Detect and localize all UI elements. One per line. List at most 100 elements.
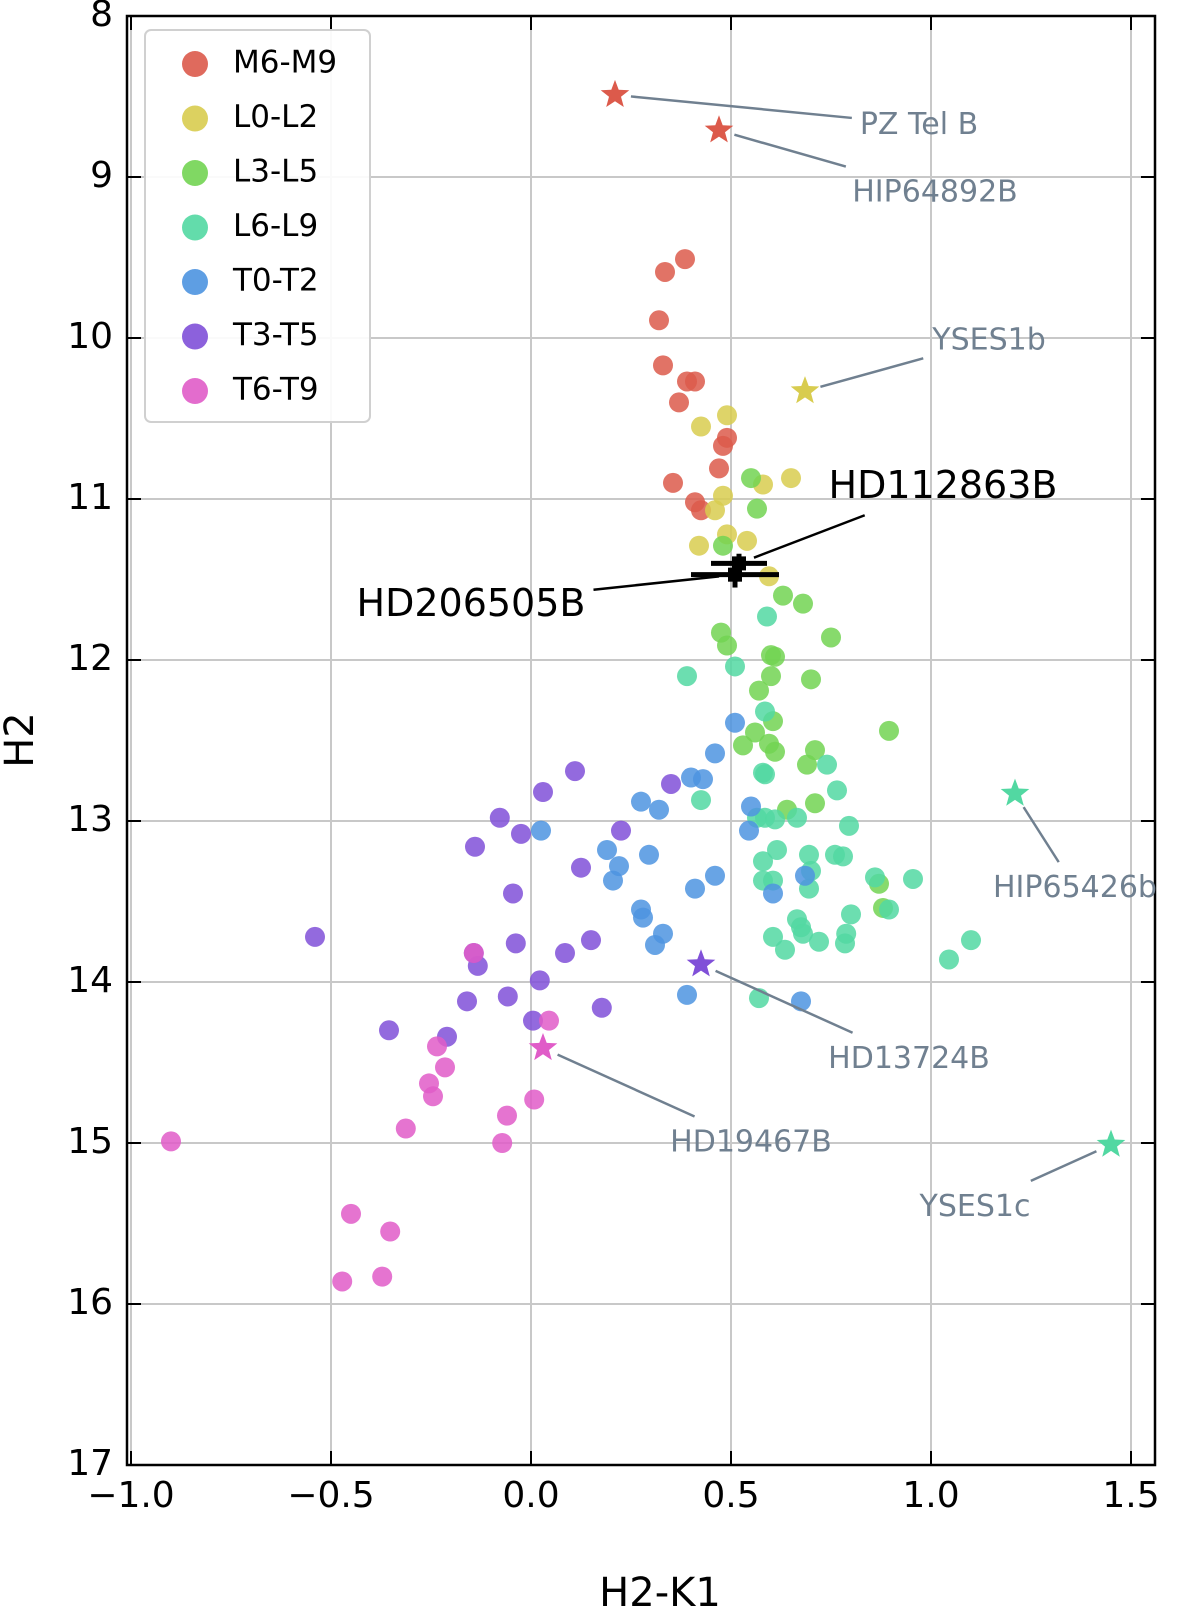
point — [961, 930, 981, 951]
point — [457, 991, 477, 1012]
point — [787, 807, 807, 828]
point — [799, 844, 819, 865]
point — [836, 923, 857, 944]
annotation-label: HD112863B — [829, 463, 1058, 507]
point — [713, 435, 733, 456]
point — [581, 930, 601, 951]
point — [903, 868, 923, 889]
point — [463, 943, 484, 964]
error-point — [728, 567, 742, 582]
plot-frame — [125, 14, 1157, 1467]
point — [611, 820, 631, 841]
point — [661, 773, 681, 794]
annotation-label: HIP65426b — [993, 870, 1157, 905]
point — [713, 535, 733, 556]
annotation-line — [1022, 806, 1060, 863]
point — [332, 1271, 353, 1292]
point — [717, 635, 737, 656]
y-tick-label: 9 — [90, 155, 113, 196]
point — [533, 782, 553, 803]
legend-marker — [182, 214, 208, 241]
annotation-label: HD13724B — [828, 1041, 990, 1076]
y-tick-label: 10 — [67, 316, 113, 357]
legend-label: L0-L2 — [233, 99, 318, 135]
point — [675, 249, 695, 270]
point — [753, 851, 773, 872]
star — [704, 115, 734, 143]
point — [755, 701, 775, 722]
y-tick-label: 17 — [67, 1443, 113, 1484]
point — [497, 1105, 517, 1126]
annotation-line — [753, 514, 866, 559]
point — [497, 986, 518, 1007]
point — [645, 934, 665, 955]
point — [733, 735, 753, 756]
legend-marker — [182, 105, 208, 132]
point — [763, 926, 783, 947]
point — [523, 1010, 543, 1031]
y-axis-label: H2 — [0, 712, 43, 768]
star — [528, 1033, 558, 1061]
point — [669, 392, 689, 413]
x-tick-label: −1.0 — [87, 1475, 174, 1516]
point — [757, 606, 777, 627]
point — [805, 793, 825, 814]
point — [765, 741, 785, 762]
point — [833, 846, 853, 867]
annotation-line — [1030, 1150, 1097, 1183]
point — [691, 416, 711, 437]
point — [793, 593, 813, 614]
x-tick-label: 0.5 — [702, 1475, 759, 1516]
point — [489, 807, 510, 828]
point — [691, 790, 711, 811]
point — [817, 754, 837, 775]
point — [839, 815, 859, 836]
point — [633, 907, 653, 928]
point — [821, 627, 841, 648]
x-axis-label: H2-K1 — [599, 1570, 721, 1615]
point — [663, 472, 683, 493]
point — [639, 844, 659, 865]
x-tick-label: 1.5 — [1102, 1475, 1159, 1516]
legend-label: L6-L9 — [233, 208, 318, 244]
point — [725, 712, 745, 733]
annotation-label: PZ Tel B — [860, 107, 978, 142]
point — [765, 646, 785, 667]
point — [465, 836, 485, 857]
point — [539, 1010, 559, 1031]
point — [745, 722, 765, 743]
point — [747, 498, 767, 519]
point — [773, 585, 793, 606]
point — [531, 820, 551, 841]
annotation-label: HIP64892B — [852, 175, 1018, 210]
star — [600, 79, 630, 107]
y-tick-label: 14 — [67, 960, 113, 1001]
point — [879, 899, 899, 920]
point — [801, 669, 821, 690]
point — [655, 261, 675, 282]
point — [865, 867, 885, 888]
point — [427, 1036, 447, 1057]
point — [492, 1133, 513, 1153]
y-tick-label: 15 — [67, 1121, 113, 1162]
point — [841, 904, 861, 925]
x-tick-label: 0.0 — [502, 1475, 559, 1516]
point — [705, 743, 725, 764]
point — [765, 809, 785, 830]
x-tick-label: 1.0 — [902, 1475, 959, 1516]
point — [565, 761, 585, 782]
point — [555, 943, 575, 964]
point — [649, 799, 669, 820]
point — [797, 754, 817, 775]
point — [709, 458, 729, 479]
point — [739, 820, 759, 841]
annotation-line — [820, 357, 924, 389]
point — [781, 468, 801, 489]
point — [305, 926, 325, 947]
point — [379, 1020, 399, 1041]
point — [653, 355, 673, 376]
point — [741, 796, 761, 817]
point — [505, 933, 526, 954]
y-tick-label: 8 — [90, 0, 113, 35]
point — [341, 1203, 361, 1224]
